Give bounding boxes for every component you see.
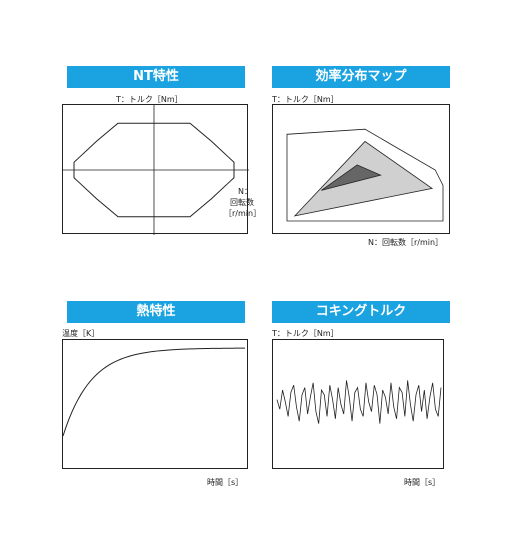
nt-plot [62,104,249,235]
cog-title: コキングトルク [272,301,450,323]
eff-chart [286,128,444,222]
nt-xlabel-3: ［r/min］ [224,209,262,218]
cog-chart [276,380,442,424]
nt-title: NT特性 [67,66,245,88]
heat-xlabel: 時間［s］ [207,478,244,487]
cog-xlabel: 時間［s］ [404,478,441,487]
nt-envelope-line [73,122,235,218]
cog-plot [272,339,444,469]
cog-ylabel: T：トルク［Nm］ [272,329,339,338]
heat-title: 熱特性 [67,301,245,323]
heat-ylabel: 温度［K］ [62,329,100,338]
heat-chart [62,347,246,437]
heat-plot [62,339,248,469]
eff-ylabel: T：トルク［Nm］ [272,95,339,104]
eff-region-inner [321,164,382,191]
heat-curve-line [62,347,246,437]
nt-xlabel-1: N： [238,187,252,196]
eff-plot [272,104,450,234]
nt-ylabel: T：トルク［Nm］ [116,95,183,104]
eff-xlabel: N：回転数［r/min］ [368,238,444,247]
nt-chart [63,105,249,235]
cog-waveform-line [276,380,442,424]
eff-title: 効率分布マップ [272,66,450,88]
nt-xlabel-2: 回転数 [230,198,254,207]
